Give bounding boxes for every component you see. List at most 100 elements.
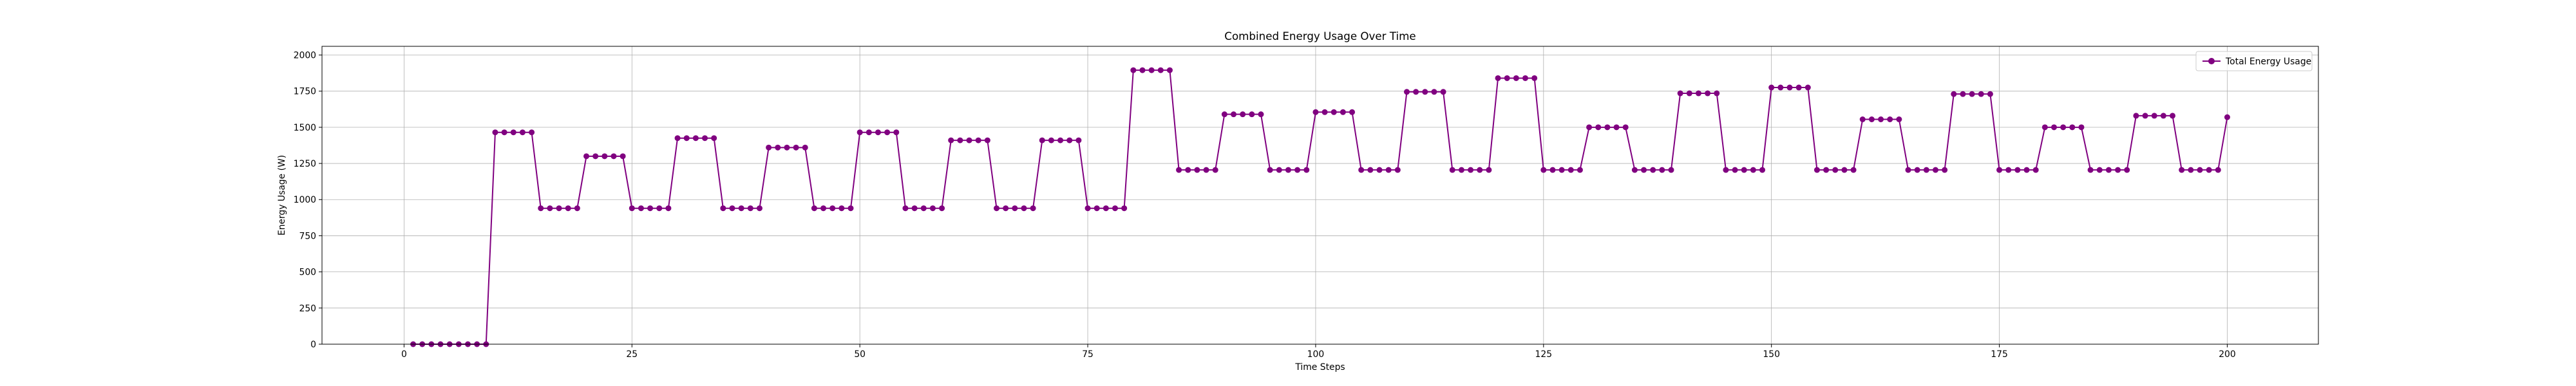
data-point <box>711 135 717 142</box>
data-point <box>1468 167 1474 173</box>
data-point <box>884 129 891 136</box>
data-point <box>1987 91 1993 97</box>
data-point <box>1595 124 1602 131</box>
data-point <box>1203 167 1209 173</box>
data-point <box>793 144 799 151</box>
data-point <box>1786 84 1793 91</box>
x-tick-label: 200 <box>2219 349 2236 360</box>
y-tick-label: 750 <box>299 231 316 241</box>
legend-box <box>2195 51 2313 71</box>
data-point <box>1486 167 1492 173</box>
y-tick-label: 1500 <box>294 123 316 133</box>
data-point <box>683 135 690 142</box>
data-point <box>829 205 836 212</box>
data-point <box>1003 205 1009 212</box>
data-point <box>510 129 516 136</box>
data-point <box>1641 167 1647 173</box>
data-point <box>1231 111 1237 118</box>
data-point <box>957 137 963 143</box>
data-point <box>1021 205 1027 212</box>
y-tick-label: 250 <box>299 304 316 314</box>
y-tick-label: 1250 <box>294 159 316 169</box>
data-point <box>1249 111 1255 118</box>
data-point <box>1741 167 1747 173</box>
data-point <box>802 144 808 151</box>
data-point <box>1166 67 1173 73</box>
data-point <box>1914 167 1920 173</box>
data-point <box>1321 109 1328 115</box>
data-point <box>1705 90 1711 96</box>
data-point <box>1440 89 1446 95</box>
data-point <box>1513 75 1519 81</box>
data-point <box>1996 167 2003 173</box>
data-point <box>1148 67 1155 73</box>
data-point <box>1331 109 1337 115</box>
data-point <box>738 205 744 212</box>
data-point <box>2050 124 2057 131</box>
data-point <box>1431 89 1437 95</box>
data-point <box>1923 167 1929 173</box>
x-tick-label: 50 <box>854 349 866 360</box>
data-point <box>1577 167 1583 173</box>
data-point <box>1048 137 1054 143</box>
data-point <box>2105 167 2112 173</box>
data-point <box>1267 167 1273 173</box>
data-point <box>2224 114 2230 120</box>
data-point <box>1804 84 1811 91</box>
y-tick-label: 0 <box>310 340 316 350</box>
data-point <box>674 135 681 142</box>
data-point <box>1586 124 1593 131</box>
data-point <box>1759 167 1766 173</box>
data-point <box>1686 90 1692 96</box>
data-point <box>1385 167 1392 173</box>
data-point <box>1157 67 1164 73</box>
data-point <box>1094 205 1100 212</box>
data-point <box>1604 124 1611 131</box>
data-point <box>1176 167 1182 173</box>
data-point <box>1978 91 1984 97</box>
data-point <box>1075 137 1082 143</box>
data-point <box>857 129 863 136</box>
data-point <box>1130 67 1137 73</box>
data-point <box>1777 84 1784 91</box>
data-point <box>1951 91 1957 97</box>
data-point <box>2215 167 2221 173</box>
data-point <box>2069 124 2076 131</box>
data-point <box>1084 205 1091 212</box>
data-point <box>2023 167 2030 173</box>
data-point <box>2170 113 2176 119</box>
data-point <box>1832 167 1839 173</box>
data-point <box>1121 205 1128 212</box>
data-point <box>2060 124 2067 131</box>
y-tick-label: 1000 <box>294 195 316 205</box>
data-point <box>1340 109 1346 115</box>
data-point <box>1814 167 1820 173</box>
data-point <box>1139 67 1146 73</box>
legend-label: Total Energy Usage <box>2225 57 2311 67</box>
data-point <box>1622 124 1629 131</box>
data-point <box>1039 137 1045 143</box>
x-axis-title: Time Steps <box>1294 362 1345 372</box>
data-point <box>1540 167 1547 173</box>
data-point <box>1504 75 1510 81</box>
data-point <box>2005 167 2012 173</box>
x-tick-label: 25 <box>626 349 638 360</box>
data-point <box>1558 167 1565 173</box>
data-point <box>2115 167 2121 173</box>
data-point <box>1750 167 1756 173</box>
y-tick-label: 1750 <box>294 87 316 97</box>
data-point <box>1477 167 1483 173</box>
data-point <box>1394 167 1401 173</box>
data-point <box>1349 109 1356 115</box>
data-point <box>1823 167 1830 173</box>
data-point <box>1868 116 1875 123</box>
data-point <box>1285 167 1291 173</box>
data-point <box>2151 113 2157 119</box>
data-point <box>948 137 954 143</box>
data-point <box>1367 167 1374 173</box>
x-tick-label: 150 <box>1763 349 1780 360</box>
data-point <box>1549 167 1556 173</box>
chart-title: Combined Energy Usage Over Time <box>1224 30 1416 42</box>
data-point <box>1714 90 1720 96</box>
